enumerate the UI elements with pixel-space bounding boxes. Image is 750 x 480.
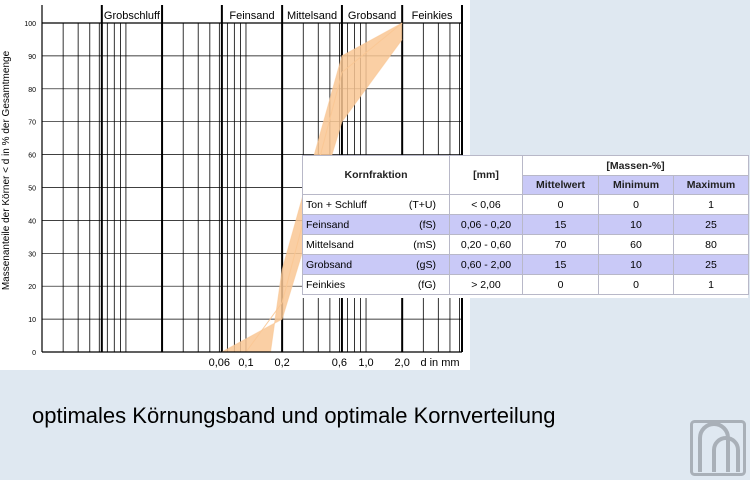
- x-axis-label: d in mm: [420, 357, 459, 369]
- max-cell: 25: [672, 254, 750, 275]
- fraction-symbol: (fG): [417, 278, 436, 291]
- max-cell: 80: [672, 234, 750, 255]
- y-tick-label: 40: [28, 218, 36, 225]
- y-tick-label: 70: [28, 120, 36, 127]
- min-cell: 60: [598, 234, 674, 255]
- header-mean: Mittelwert: [522, 175, 599, 195]
- mean-cell: 15: [522, 254, 599, 275]
- table-row: Grobsand (gS) 0,60 - 2,00 15 10 25: [302, 254, 750, 275]
- header-min: Minimum: [598, 175, 674, 195]
- range-cell: < 0,06: [449, 194, 523, 215]
- fraction-cell: Ton + Schluff (T+U): [302, 194, 450, 215]
- fraction-symbol: (gS): [416, 258, 436, 271]
- y-tick-label: 90: [28, 54, 36, 61]
- min-cell: 0: [598, 274, 674, 295]
- y-tick-label: 50: [28, 186, 36, 193]
- fraction-cell: Mittelsand (mS): [302, 234, 450, 255]
- y-tick-label: 100: [24, 21, 36, 28]
- x-tick-label: 0,06: [209, 357, 230, 369]
- x-tick-label: 0,1: [238, 357, 253, 369]
- x-tick-label: 0,6: [332, 357, 347, 369]
- header-mass: [Massen-%]: [521, 155, 750, 176]
- x-tick-label: 2,0: [395, 357, 410, 369]
- y-tick-label: 20: [28, 284, 36, 291]
- min-cell: 10: [598, 254, 674, 275]
- fraction-cell: Feinkies (fG): [302, 274, 450, 295]
- fraction-symbol: (mS): [413, 238, 436, 251]
- y-tick-label: 60: [28, 153, 36, 160]
- fraction-name: Grobsand: [306, 258, 353, 271]
- y-axis-label: Massenanteile der Körner < d in % der Ge…: [1, 50, 12, 291]
- mean-cell: 0: [522, 274, 599, 295]
- fraction-name: Mittelsand: [306, 238, 354, 251]
- header-max: Maximum: [672, 175, 750, 195]
- fraction-label: Mittelsand: [287, 10, 337, 22]
- fraction-symbol: (fS): [419, 218, 436, 231]
- fraction-cell: Feinsand (fS): [302, 214, 450, 235]
- fraction-label: Grobsand: [348, 10, 396, 22]
- x-tick-label: 1,0: [358, 357, 373, 369]
- x-tick-label: 0,2: [274, 357, 289, 369]
- y-tick-label: 30: [28, 251, 36, 258]
- fraction-label: Feinsand: [229, 10, 274, 22]
- max-cell: 1: [672, 194, 750, 215]
- fraction-symbol: (T+U): [408, 198, 436, 211]
- min-cell: 0: [598, 194, 674, 215]
- range-cell: 0,60 - 2,00: [449, 254, 523, 275]
- table-row: Ton + Schluff (T+U) < 0,06 0 0 1: [302, 194, 750, 215]
- y-tick-label: 10: [28, 317, 36, 324]
- max-cell: 1: [672, 274, 750, 295]
- fraction-label: Grobschluff: [104, 10, 161, 22]
- header-mm: [mm]: [449, 155, 523, 195]
- mean-cell: 15: [522, 214, 599, 235]
- y-tick-label: 0: [32, 350, 36, 357]
- fraction-name: Feinkies: [306, 278, 346, 291]
- header-fraction: Kornfraktion: [302, 155, 450, 195]
- y-tick-label: 80: [28, 87, 36, 94]
- fraction-name: Feinsand: [306, 218, 350, 231]
- fraction-cell: Grobsand (gS): [302, 254, 450, 275]
- range-cell: > 2,00: [449, 274, 523, 295]
- range-cell: 0,06 - 0,20: [449, 214, 523, 235]
- mean-cell: 0: [522, 194, 599, 215]
- table-row: Feinsand (fS) 0,06 - 0,20 15 10 25: [302, 214, 750, 235]
- min-cell: 10: [598, 214, 674, 235]
- table-row: Feinkies (fG) > 2,00 0 0 1: [302, 274, 750, 295]
- grain-fraction-table-panel: Kornfraktion [mm] [Massen-%] Mittelwert …: [302, 155, 750, 298]
- fraction-name: Ton + Schluff: [306, 198, 367, 211]
- slide-caption: optimales Körnungsband und optimale Korn…: [32, 403, 556, 428]
- max-cell: 25: [672, 214, 750, 235]
- university-logo-icon: [690, 420, 746, 476]
- table-row: Mittelsand (mS) 0,20 - 0,60 70 60 80: [302, 234, 750, 255]
- grain-fraction-table: Kornfraktion [mm] [Massen-%] Mittelwert …: [302, 155, 750, 295]
- fraction-label: Feinkies: [412, 10, 453, 22]
- mean-cell: 70: [522, 234, 599, 255]
- range-cell: 0,20 - 0,60: [449, 234, 523, 255]
